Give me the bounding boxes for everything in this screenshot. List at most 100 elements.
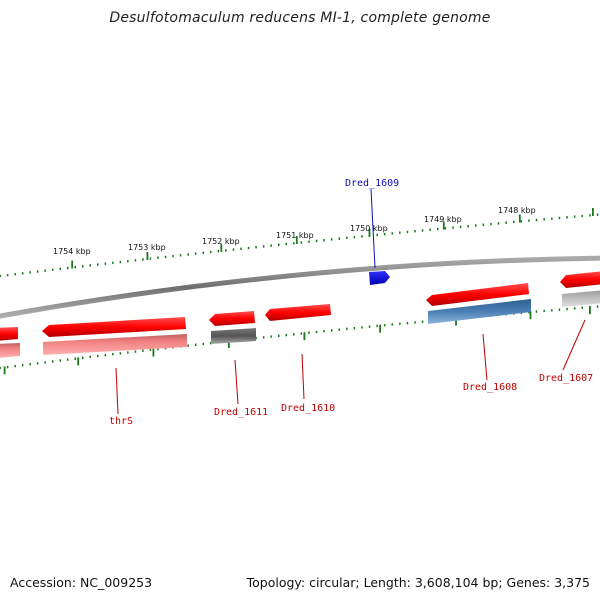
minor-tick xyxy=(300,241,303,244)
cds-feature[interactable] xyxy=(43,334,187,355)
minor-tick xyxy=(459,225,462,229)
minor-tick xyxy=(391,232,393,235)
gene-feature[interactable] xyxy=(0,327,18,341)
minor-tick xyxy=(240,247,242,250)
minor-tick xyxy=(97,354,99,358)
minor-tick xyxy=(82,265,84,268)
cds-feature[interactable] xyxy=(562,290,600,307)
cds-feature[interactable] xyxy=(211,328,256,344)
major-tick xyxy=(220,243,223,252)
minor-tick xyxy=(505,221,507,224)
tick-label: 1752 kbp xyxy=(202,237,240,246)
minor-tick xyxy=(330,329,333,332)
minor-tick xyxy=(361,326,363,329)
minor-tick xyxy=(573,307,576,310)
major-tick xyxy=(71,260,74,269)
tick-label: 1753 kbp xyxy=(128,243,166,252)
gene-feature[interactable] xyxy=(426,283,529,306)
minor-tick xyxy=(202,251,204,254)
gene-feature[interactable] xyxy=(42,317,186,337)
minor-tick xyxy=(225,249,227,252)
minor-tick xyxy=(82,356,84,359)
minor-tick xyxy=(172,254,174,258)
minor-tick xyxy=(67,266,69,270)
minor-tick xyxy=(217,250,220,253)
major-tick xyxy=(529,311,532,320)
minor-tick xyxy=(119,352,122,355)
gene-label-dred-1608[interactable]: Dred_1608 xyxy=(463,382,517,393)
minor-tick xyxy=(361,235,363,238)
minor-tick xyxy=(558,216,561,220)
axis-labels: 1754 kbp 1753 kbp 1752 kbp 1751 kbp 1750… xyxy=(53,206,536,256)
minor-tick xyxy=(97,263,99,266)
tick-label: 1750 kbp xyxy=(350,224,388,233)
major-tick xyxy=(589,306,591,315)
minor-tick xyxy=(520,220,523,223)
accession-text: Accession: NC_009253 xyxy=(10,575,153,590)
minor-tick xyxy=(315,239,318,243)
gene-label-thrS[interactable]: thrS xyxy=(109,416,133,427)
minor-tick xyxy=(429,228,431,231)
gene-dred-1609[interactable] xyxy=(369,188,390,285)
gene-row-red xyxy=(0,271,600,341)
gene-label-dred-1610[interactable]: Dred_1610 xyxy=(281,403,335,414)
cds-feature[interactable] xyxy=(428,299,531,324)
gene-feature[interactable] xyxy=(265,304,331,321)
minor-tick xyxy=(406,321,409,325)
minor-tick xyxy=(596,305,599,308)
minor-tick xyxy=(353,236,356,239)
major-tick xyxy=(592,208,594,216)
minor-tick xyxy=(376,324,378,328)
minor-tick xyxy=(475,224,477,227)
minor-tick xyxy=(255,337,257,340)
minor-tick xyxy=(0,274,1,278)
minor-tick xyxy=(51,360,54,363)
minor-tick xyxy=(187,344,189,347)
minor-tick xyxy=(566,307,568,311)
major-tick xyxy=(295,236,298,244)
minor-tick xyxy=(59,267,61,271)
minor-tick xyxy=(179,254,182,257)
minor-tick xyxy=(262,245,265,248)
minor-tick xyxy=(247,246,250,250)
minor-tick xyxy=(535,310,538,313)
minor-tick xyxy=(112,261,114,265)
minor-tick xyxy=(482,223,485,226)
minor-tick xyxy=(528,219,530,222)
gene-label-dred-1609[interactable]: Dred_1609 xyxy=(345,178,399,189)
minor-tick xyxy=(59,359,61,362)
cds-feature[interactable] xyxy=(0,343,20,358)
minor-tick xyxy=(406,230,409,234)
gene-label-dred-1607[interactable]: Dred_1607 xyxy=(539,373,593,384)
minor-tick xyxy=(573,215,576,218)
minor-tick xyxy=(44,361,46,364)
minor-tick xyxy=(285,333,287,337)
minor-tick xyxy=(142,258,144,261)
minor-tick xyxy=(270,244,272,247)
major-tick xyxy=(303,332,306,341)
minor-tick xyxy=(112,353,114,356)
major-tick xyxy=(146,252,149,260)
gene-label-dred-1611[interactable]: Dred_1611 xyxy=(214,407,268,418)
minor-tick xyxy=(308,240,310,243)
minor-tick xyxy=(558,308,561,311)
minor-tick xyxy=(210,250,212,254)
gene-feature[interactable] xyxy=(560,271,600,288)
genome-backbone xyxy=(0,255,600,319)
tick-label: 1754 kbp xyxy=(53,247,91,256)
minor-tick xyxy=(36,270,39,273)
minor-tick xyxy=(270,335,272,338)
major-tick xyxy=(77,357,80,366)
minor-tick xyxy=(581,306,583,309)
minor-tick xyxy=(51,268,54,271)
minor-tick xyxy=(134,259,137,262)
gene-feature[interactable] xyxy=(209,311,255,326)
minor-tick xyxy=(149,348,152,352)
minor-tick xyxy=(338,328,340,331)
minor-tick xyxy=(315,330,318,334)
minor-tick xyxy=(513,220,515,224)
minor-tick xyxy=(368,325,371,328)
minor-tick xyxy=(157,347,159,351)
minor-tick xyxy=(293,242,295,245)
minor-tick xyxy=(194,252,197,255)
